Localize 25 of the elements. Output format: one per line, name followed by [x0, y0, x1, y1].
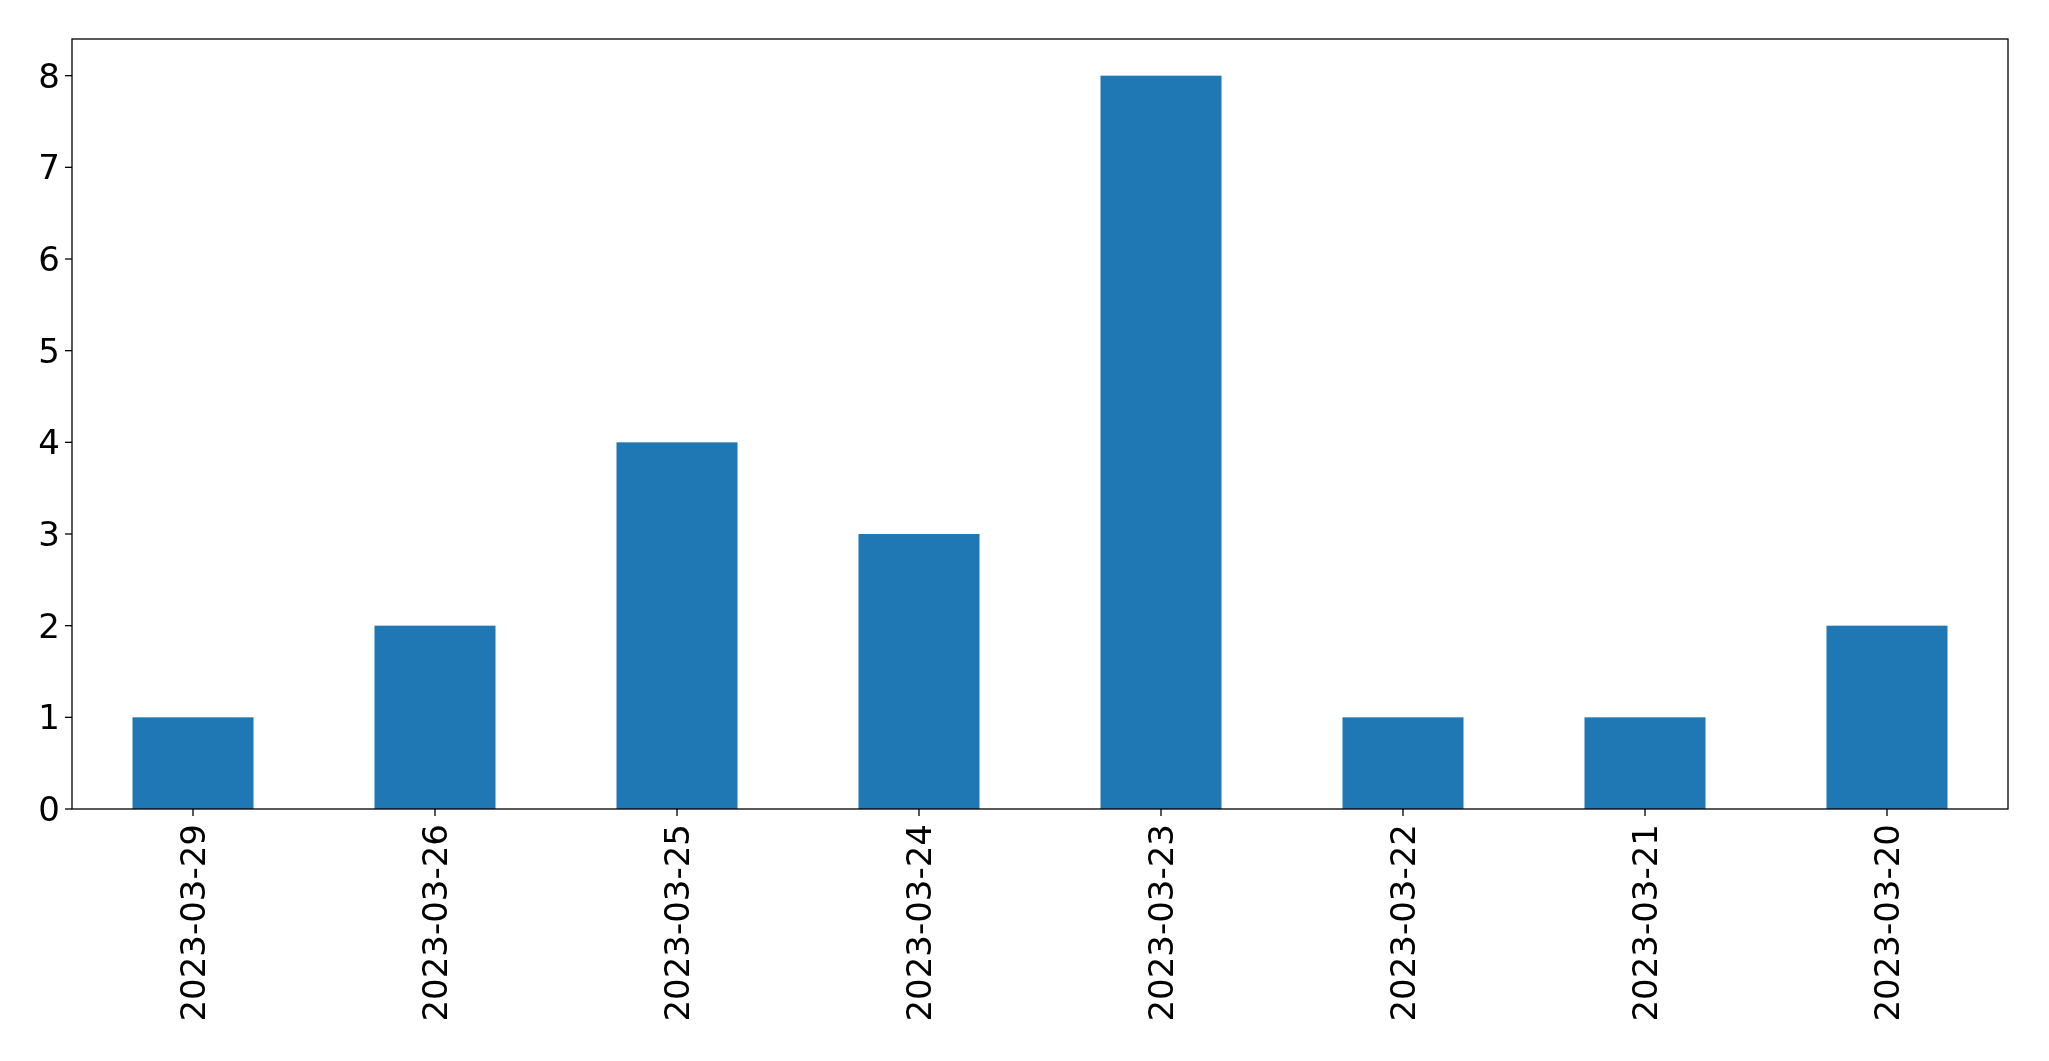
y-tick-label: 4	[38, 422, 60, 463]
y-tick-label: 0	[38, 789, 60, 829]
bar	[1826, 625, 1948, 809]
bar	[1342, 717, 1464, 809]
x-tick-label: 2023-03-23	[1141, 824, 1181, 1022]
x-tick-label: 2023-03-29	[173, 824, 213, 1022]
y-tick-label: 8	[38, 55, 60, 96]
y-tick-label: 7	[38, 147, 60, 188]
y-tick-label: 3	[38, 514, 60, 554]
y-tick-label: 2	[38, 605, 60, 646]
x-tick-label: 2023-03-25	[657, 824, 697, 1022]
bar	[1100, 75, 1222, 809]
y-tick-label: 1	[38, 697, 60, 738]
x-tick-label: 2023-03-22	[1383, 824, 1423, 1022]
bar	[132, 717, 254, 809]
x-tick-label: 2023-03-26	[415, 824, 455, 1022]
x-tick-label: 2023-03-21	[1625, 824, 1665, 1022]
bar	[858, 534, 980, 809]
x-tick-label: 2023-03-20	[1867, 824, 1907, 1022]
y-tick-label: 5	[38, 330, 60, 371]
bar	[616, 442, 738, 809]
bar	[1584, 717, 1706, 809]
bar	[374, 625, 496, 809]
y-tick-label: 6	[38, 239, 60, 279]
x-tick-label: 2023-03-24	[899, 824, 939, 1022]
